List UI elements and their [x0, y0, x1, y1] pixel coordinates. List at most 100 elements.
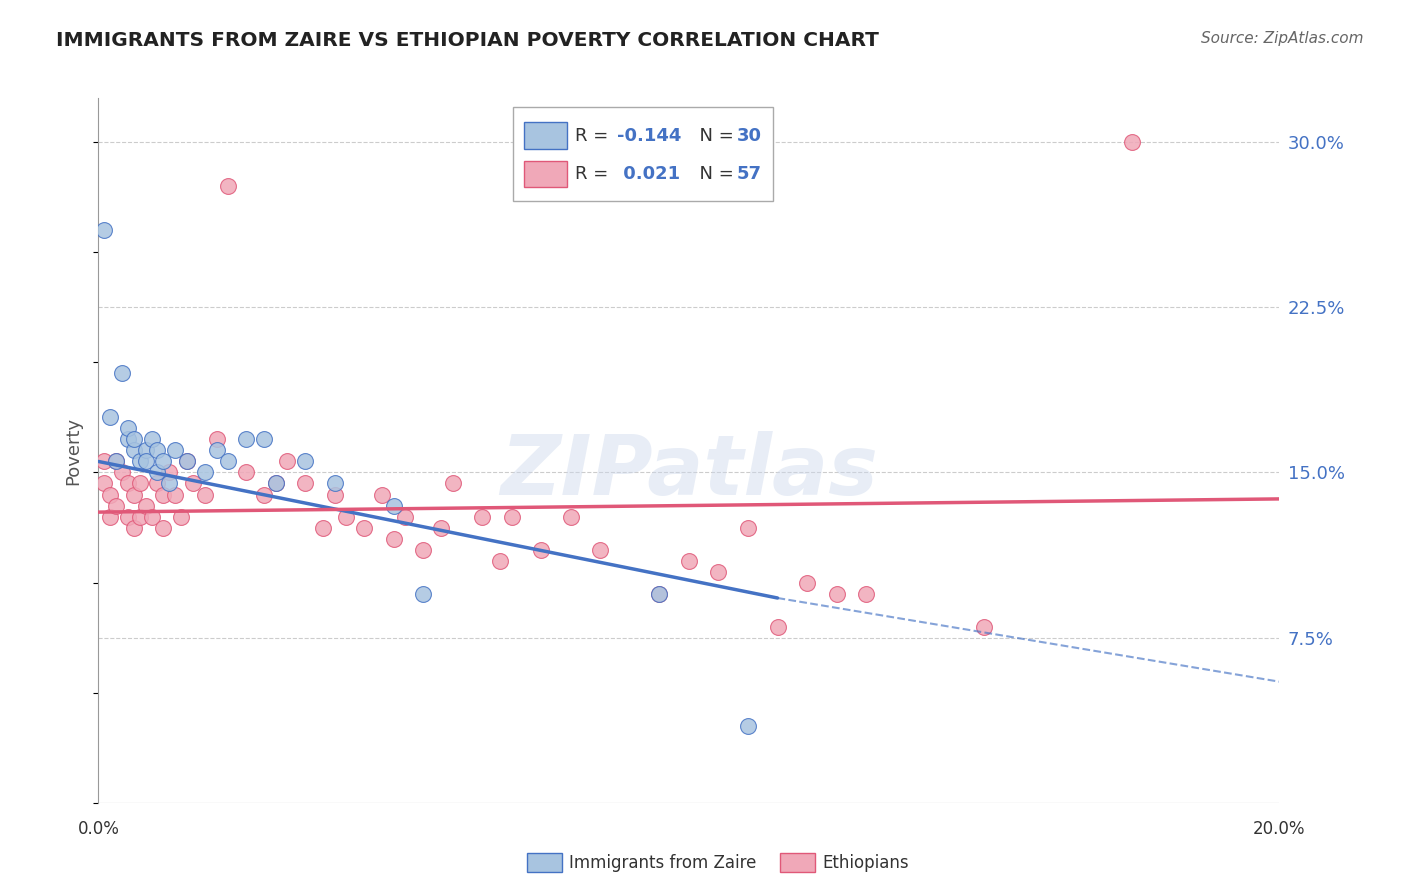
Text: R =: R =	[575, 127, 614, 145]
Point	[294, 454, 316, 468]
Text: -0.144: -0.144	[617, 127, 682, 145]
Point	[353, 520, 375, 534]
Point	[335, 509, 357, 524]
Point	[648, 586, 671, 600]
Point	[276, 454, 298, 468]
Point	[135, 454, 157, 468]
Point	[146, 476, 169, 491]
Point	[264, 476, 287, 491]
Point	[371, 487, 394, 501]
Point	[430, 520, 453, 534]
Text: 0.021: 0.021	[617, 165, 681, 183]
Point	[157, 466, 180, 480]
Point	[796, 575, 818, 590]
Point	[253, 433, 276, 447]
Point	[737, 520, 759, 534]
Point	[98, 509, 121, 524]
Point	[766, 619, 789, 633]
Point	[678, 553, 700, 567]
Point	[117, 421, 139, 435]
Text: 30: 30	[737, 127, 762, 145]
Point	[194, 487, 217, 501]
Point	[111, 367, 134, 381]
Text: N =: N =	[688, 165, 740, 183]
Text: Immigrants from Zaire: Immigrants from Zaire	[569, 855, 756, 872]
Point	[412, 542, 434, 557]
Text: 57: 57	[737, 165, 762, 183]
Point	[648, 586, 671, 600]
Point	[312, 520, 335, 534]
Point	[146, 443, 169, 458]
Point	[181, 476, 204, 491]
Point	[382, 532, 405, 546]
Point	[323, 476, 346, 491]
Point	[122, 443, 145, 458]
Point	[253, 487, 276, 501]
Point	[530, 542, 553, 557]
Point	[165, 443, 187, 458]
Text: ZIPatlas: ZIPatlas	[501, 431, 877, 512]
Point	[122, 487, 145, 501]
Point	[117, 433, 139, 447]
Point	[141, 433, 163, 447]
Point	[141, 509, 163, 524]
Point	[152, 520, 174, 534]
Point	[217, 454, 239, 468]
Point	[152, 487, 174, 501]
Point	[489, 553, 512, 567]
Point	[135, 443, 157, 458]
Point	[105, 454, 128, 468]
Point	[323, 487, 346, 501]
Point	[235, 466, 257, 480]
Point	[176, 454, 198, 468]
Point	[294, 476, 316, 491]
Point	[117, 509, 139, 524]
Point	[205, 433, 228, 447]
Point	[264, 476, 287, 491]
Point	[560, 509, 582, 524]
Point	[128, 476, 150, 491]
Point	[152, 454, 174, 468]
Text: R =: R =	[575, 165, 614, 183]
Point	[382, 499, 405, 513]
Point	[205, 443, 228, 458]
Point	[93, 223, 115, 237]
Point	[501, 509, 523, 524]
Point	[589, 542, 612, 557]
Point	[855, 586, 877, 600]
Text: 20.0%: 20.0%	[1253, 820, 1306, 838]
Point	[93, 454, 115, 468]
Point	[93, 476, 115, 491]
Point	[146, 466, 169, 480]
Point	[98, 487, 121, 501]
Point	[394, 509, 416, 524]
Point	[1121, 135, 1143, 149]
Point	[471, 509, 494, 524]
Point	[157, 476, 180, 491]
Point	[737, 719, 759, 733]
Point	[412, 586, 434, 600]
Point	[105, 454, 128, 468]
Point	[235, 433, 257, 447]
Point	[165, 487, 187, 501]
Point	[122, 433, 145, 447]
Point	[170, 509, 193, 524]
Point	[135, 499, 157, 513]
Text: Source: ZipAtlas.com: Source: ZipAtlas.com	[1201, 31, 1364, 46]
Point	[194, 466, 217, 480]
Text: IMMIGRANTS FROM ZAIRE VS ETHIOPIAN POVERTY CORRELATION CHART: IMMIGRANTS FROM ZAIRE VS ETHIOPIAN POVER…	[56, 31, 879, 50]
Point	[217, 179, 239, 194]
Point	[176, 454, 198, 468]
Point	[973, 619, 995, 633]
Point	[441, 476, 464, 491]
Point	[98, 410, 121, 425]
Point	[122, 520, 145, 534]
Point	[707, 565, 730, 579]
Point	[111, 466, 134, 480]
Text: Ethiopians: Ethiopians	[823, 855, 910, 872]
Point	[117, 476, 139, 491]
Text: N =: N =	[688, 127, 740, 145]
Point	[825, 586, 848, 600]
Point	[128, 454, 150, 468]
Text: 0.0%: 0.0%	[77, 820, 120, 838]
